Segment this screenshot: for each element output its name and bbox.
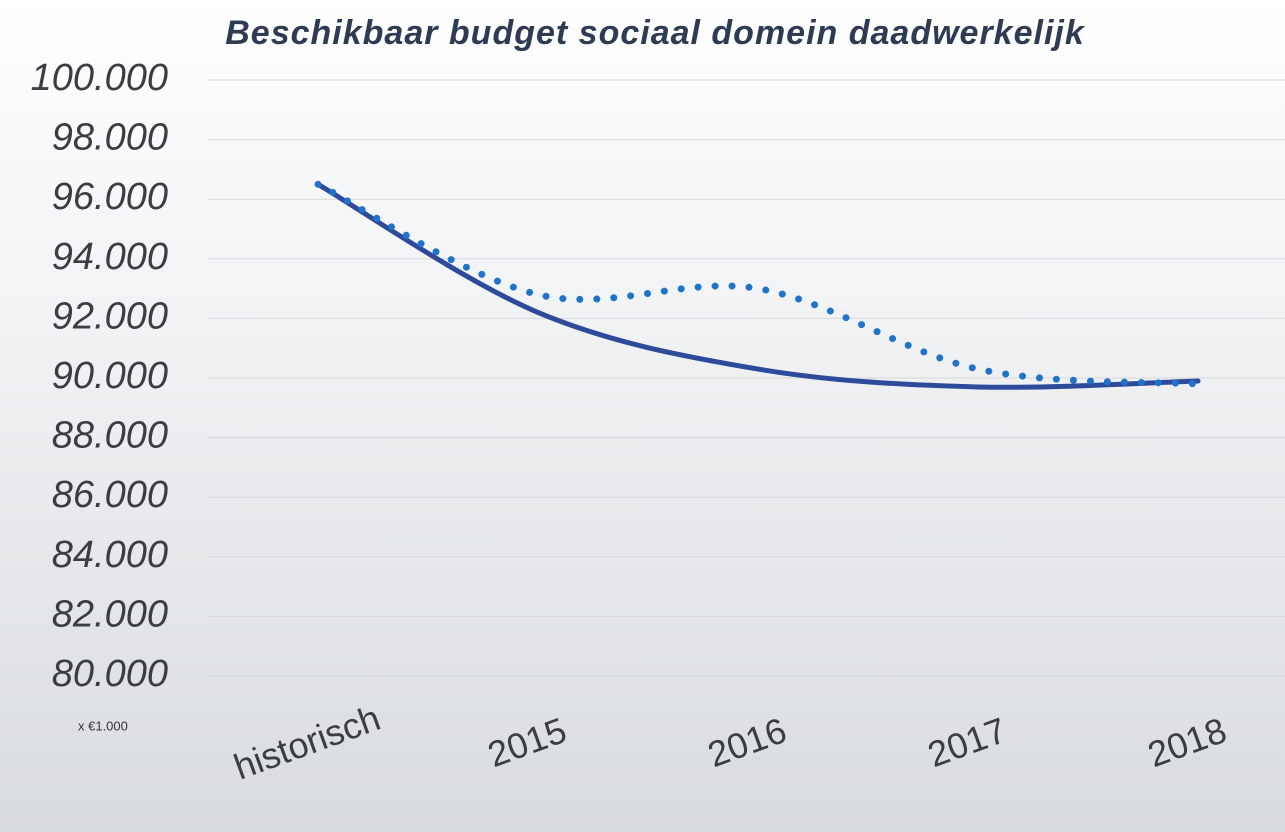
y-tick-label: 86.000 <box>52 474 168 516</box>
x-tick-label: historisch <box>229 697 386 788</box>
x-tick-label: 2017 <box>922 709 1011 775</box>
line-series <box>314 180 1202 388</box>
y-tick-label: 90.000 <box>52 355 168 397</box>
y-tick-label: 80.000 <box>52 653 168 695</box>
chart-title: Beschikbaar budget sociaal domein daadwe… <box>225 14 1086 52</box>
y-tick-label: 100.000 <box>31 57 168 99</box>
y-tick-label: 88.000 <box>52 415 168 457</box>
x-tick-label: 2018 <box>1142 709 1231 775</box>
y-tick-label: 94.000 <box>52 236 168 278</box>
y-tick-label: 98.000 <box>52 117 168 159</box>
x-tick-label: 2016 <box>702 709 791 775</box>
x-tick-label: 2015 <box>482 709 571 775</box>
y-tick-label: 92.000 <box>52 295 168 337</box>
y-tick-label: 96.000 <box>52 176 168 218</box>
line-series <box>315 181 1201 390</box>
y-tick-label: 82.000 <box>52 593 168 635</box>
unit-note: x €1.000 <box>78 718 128 733</box>
y-tick-label: 84.000 <box>52 534 168 576</box>
